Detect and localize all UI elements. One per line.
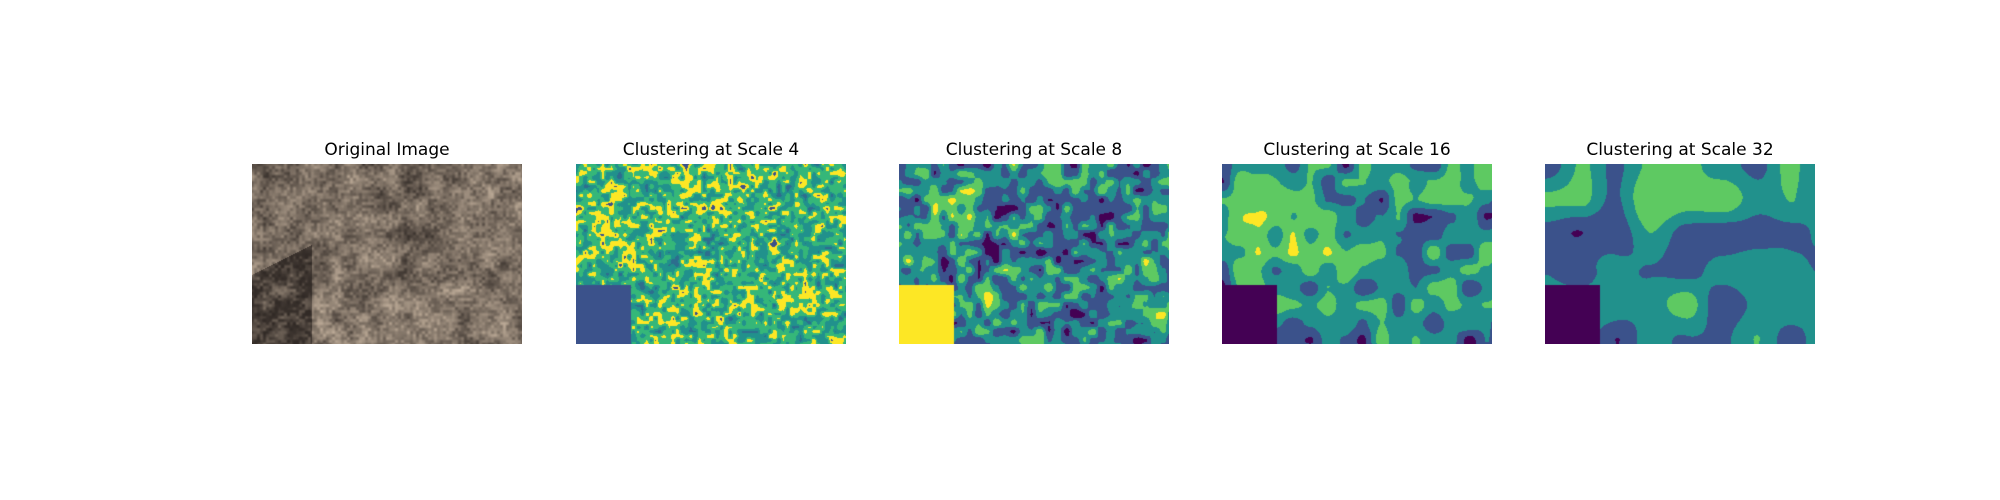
panel-scale-4: Clustering at Scale 4 [576,137,846,344]
panel-scale-8: Clustering at Scale 8 [899,137,1169,344]
panel-original-image: Original Image [252,137,522,344]
panel-title: Clustering at Scale 4 [622,140,800,160]
cluster-map-scale-32 [1545,164,1815,344]
panel-scale-16: Clustering at Scale 16 [1222,137,1492,344]
cluster-map-scale-4 [576,164,846,344]
cluster-map-scale-8 [899,164,1169,344]
cluster-map-scale-16 [1222,164,1492,344]
panel-scale-32: Clustering at Scale 32 [1545,137,1815,344]
panel-title: Clustering at Scale 32 [1586,140,1774,160]
panel-title: Clustering at Scale 8 [945,140,1123,160]
panel-title: Original Image [324,140,450,160]
original-photo [252,164,522,344]
panel-title: Clustering at Scale 16 [1263,140,1451,160]
